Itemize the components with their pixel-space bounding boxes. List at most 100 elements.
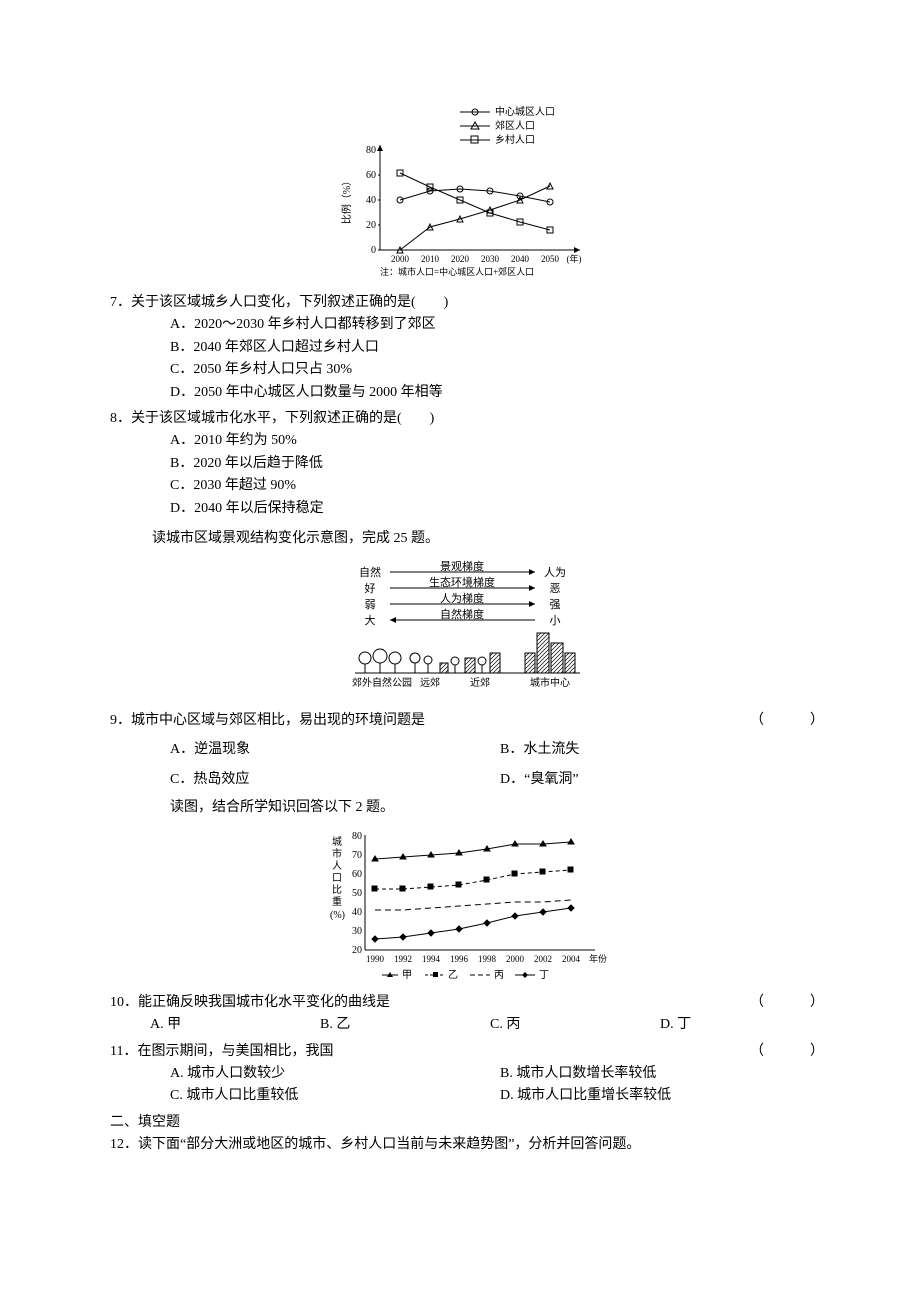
svg-text:40: 40 [352, 907, 362, 918]
q9-d: D．“臭氧洞” [500, 769, 830, 791]
svg-text:80: 80 [352, 831, 362, 842]
q8-a: A．2010 年约为 50% [170, 430, 830, 452]
chart-urbanization: 城市人 口比重 (%) 20 30 40 50 60 70 80 1990 19… [110, 820, 830, 980]
svg-text:2000: 2000 [506, 954, 525, 964]
q11-a: A. 城市人口数较少 [170, 1063, 500, 1085]
svg-text:小: 小 [550, 614, 561, 627]
svg-text:人为: 人为 [544, 566, 566, 579]
svg-text:大: 大 [365, 613, 376, 627]
svg-text:2050: 2050 [541, 254, 560, 264]
q7-d: D．2050 年中心城区人口数量与 2000 年相等 [170, 382, 830, 404]
svg-text:弱: 弱 [365, 598, 376, 611]
svg-text:1996: 1996 [450, 954, 469, 964]
svg-text:30: 30 [352, 926, 362, 937]
svg-text:50: 50 [352, 888, 362, 899]
intro-3: 读图，结合所学知识回答以下 2 题。 [110, 797, 830, 819]
question-11: 11．在图示期间，与美国相比，我国 （ ） A. 城市人口数较少B. 城市人口数增… [110, 1041, 830, 1108]
svg-text:景观梯度: 景观梯度 [440, 559, 484, 573]
q7-stem: 7．关于该区域城乡人口变化，下列叙述正确的是( ) [110, 292, 830, 314]
question-10: 10．能正确反映我国城市化水平变化的曲线是（ ） A. 甲 B. 乙 C. 丙 … [110, 992, 830, 1037]
svg-text:自然: 自然 [359, 565, 381, 579]
svg-text:80: 80 [366, 145, 376, 156]
svg-text:口: 口 [332, 873, 342, 884]
svg-text:2010: 2010 [421, 254, 440, 264]
svg-text:比: 比 [332, 884, 342, 896]
legend-rural: 乡村人口 [495, 133, 535, 146]
svg-text:好: 好 [365, 581, 376, 595]
svg-text:2040: 2040 [511, 254, 530, 264]
svg-text:1994: 1994 [422, 954, 441, 964]
q11-paren: （ ） [750, 1041, 830, 1063]
svg-text:郊外自然公园: 郊外自然公园 [352, 676, 412, 689]
q8-stem: 8．关于该区域城市化水平，下列叙述正确的是( ) [110, 408, 830, 430]
question-8: 8．关于该区域城市化水平，下列叙述正确的是( ) A．2010 年约为 50% … [110, 408, 830, 520]
chart-landscape: 自然 人为 景观梯度 好 生态环境梯度 恶 弱 人为梯度 强 大 [110, 558, 830, 698]
svg-text:2004: 2004 [562, 954, 581, 964]
q8-b: B．2020 年以后趋于降低 [170, 453, 830, 475]
legend-center: 中心城区人口 [495, 105, 555, 118]
q9-a: A．逆温现象 [170, 739, 500, 761]
svg-text:城: 城 [332, 836, 342, 848]
svg-text:(%): (%) [330, 910, 345, 921]
q9-b: B．水土流失 [500, 739, 830, 761]
svg-text:60: 60 [352, 869, 362, 880]
q10-paren: （ ） [750, 992, 830, 1014]
svg-text:1992: 1992 [394, 954, 412, 964]
svg-text:20: 20 [366, 220, 376, 231]
chart1-footnote: 注：城市人口=中心城区人口+郊区人口 [380, 266, 534, 277]
svg-text:自然梯度: 自然梯度 [440, 607, 484, 621]
svg-text:1990: 1990 [366, 954, 385, 964]
svg-text:强: 强 [550, 599, 561, 611]
q11-stem: 11．在图示期间，与美国相比，我国 [110, 1044, 333, 1059]
svg-text:重: 重 [332, 895, 342, 908]
svg-text:0: 0 [371, 245, 376, 256]
svg-text:人: 人 [332, 860, 342, 872]
q11-b: B. 城市人口数增长率较低 [500, 1063, 830, 1085]
svg-text:丙: 丙 [494, 970, 504, 980]
svg-text:年份: 年份 [589, 953, 607, 964]
q11-c: C. 城市人口比重较低 [170, 1085, 500, 1107]
q9-paren: （ ） [750, 710, 830, 732]
q11-d: D. 城市人口比重增长率较低 [500, 1085, 830, 1107]
svg-text:甲: 甲 [402, 970, 412, 980]
q10-c: C. 丙 [490, 1014, 660, 1036]
svg-text:1998: 1998 [478, 954, 497, 964]
svg-text:70: 70 [352, 850, 362, 861]
q10-b: B. 乙 [320, 1014, 490, 1036]
chart1-ylabel: 比例（%） [340, 176, 353, 224]
section-2: 二、填空题 [110, 1112, 830, 1134]
intro-2: 读城市区域景观结构变化示意图，完成 25 题。 [110, 528, 830, 550]
svg-text:2030: 2030 [481, 254, 500, 264]
q10-a: A. 甲 [150, 1014, 320, 1036]
svg-text:恶: 恶 [550, 582, 561, 595]
svg-text:60: 60 [366, 170, 376, 181]
svg-text:丁: 丁 [539, 970, 549, 980]
q10-d: D. 丁 [660, 1014, 830, 1036]
q10-stem: 10．能正确反映我国城市化水平变化的曲线是 [110, 995, 390, 1010]
svg-text:2000: 2000 [391, 254, 410, 264]
svg-text:40: 40 [366, 195, 376, 206]
svg-text:(年): (年) [567, 253, 582, 264]
svg-text:城市中心: 城市中心 [530, 676, 570, 689]
q7-c: C．2050 年乡村人口只占 30% [170, 359, 830, 381]
question-12: 12．读下面“部分大洲或地区的城市、乡村人口当前与未来趋势图”，分析并回答问题。 [110, 1134, 830, 1156]
q7-b: B．2040 年郊区人口超过乡村人口 [170, 337, 830, 359]
svg-text:近郊: 近郊 [470, 676, 490, 689]
q9-stem: 9．城市中心区域与郊区相比，易出现的环境问题是 [110, 713, 425, 728]
q7-a: A．2020～2030 年乡村人口都转移到了郊区 [170, 314, 830, 336]
svg-text:2020: 2020 [451, 254, 470, 264]
svg-text:乙: 乙 [448, 969, 458, 980]
svg-text:生态环境梯度: 生态环境梯度 [429, 575, 495, 589]
svg-text:市: 市 [332, 847, 342, 860]
svg-text:20: 20 [352, 945, 362, 956]
chart-population: 中心城区人口 郊区人口 乡村人口 0 20 40 60 80 比例（%） 200… [110, 100, 830, 280]
question-9: 9．城市中心区域与郊区相比，易出现的环境问题是（ ） A．逆温现象B．水土流失 … [110, 710, 830, 791]
svg-text:2002: 2002 [534, 954, 552, 964]
q8-c: C．2030 年超过 90% [170, 475, 830, 497]
legend-suburb: 郊区人口 [495, 119, 535, 132]
svg-text:人为梯度: 人为梯度 [440, 591, 484, 605]
svg-text:远郊: 远郊 [420, 676, 440, 689]
q9-c: C．热岛效应 [170, 769, 500, 791]
q8-d: D．2040 年以后保持稳定 [170, 498, 830, 520]
question-7: 7．关于该区域城乡人口变化，下列叙述正确的是( ) A．2020～2030 年乡… [110, 292, 830, 404]
